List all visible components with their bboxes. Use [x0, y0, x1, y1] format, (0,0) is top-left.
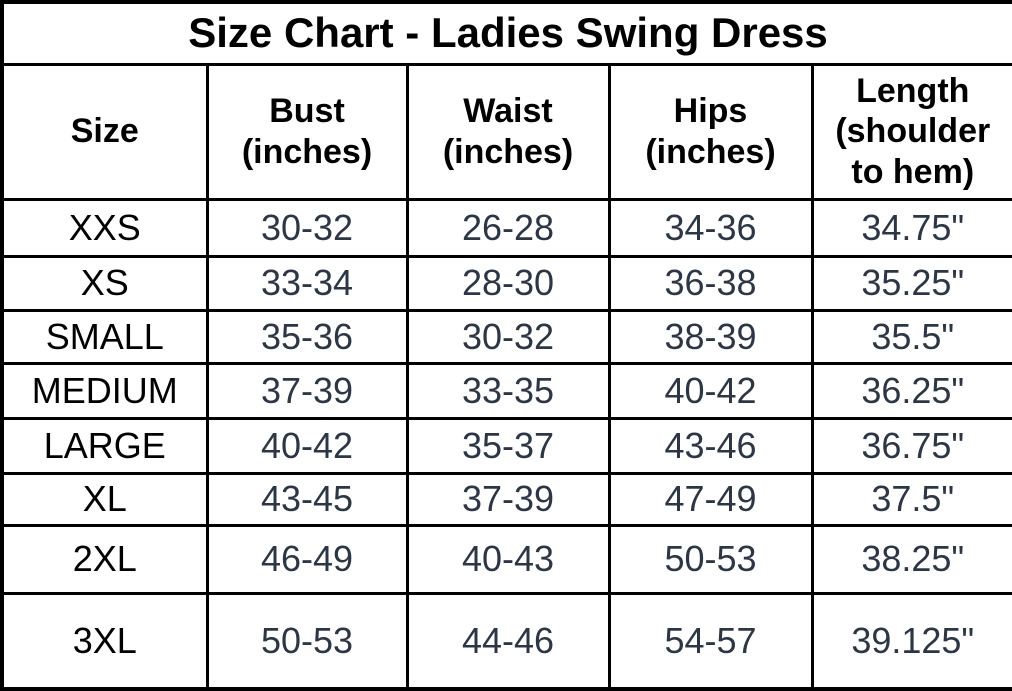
size-cell: SMALL [0, 308, 209, 365]
waist-cell: 35-37 [405, 416, 611, 475]
table-row: MEDIUM 37-39 33-35 40-42 36.25" [0, 361, 1012, 420]
table-row: 2XL 46-49 40-43 50-53 38.25" [0, 523, 1012, 595]
size-cell: 3XL [0, 591, 209, 691]
length-cell: 38.25" [810, 523, 1012, 595]
length-cell: 37.5" [810, 471, 1012, 527]
waist-cell: 28-30 [405, 254, 611, 312]
size-cell: XS [0, 254, 209, 312]
hips-cell: 38-39 [607, 308, 814, 365]
waist-cell: 30-32 [405, 308, 611, 365]
title-row: Size Chart - Ladies Swing Dress [0, 0, 1012, 66]
hips-cell: 54-57 [607, 591, 814, 691]
table-row: 3XL 50-53 44-46 54-57 39.125" [0, 591, 1012, 691]
bust-cell: 50-53 [205, 591, 409, 691]
size-cell: LARGE [0, 416, 209, 475]
length-cell: 35.5" [810, 308, 1012, 365]
length-cell: 34.75" [810, 197, 1012, 258]
hips-cell: 50-53 [607, 523, 814, 595]
column-header-hips: Hips (inches) [607, 62, 814, 201]
length-cell: 39.125" [810, 591, 1012, 691]
hips-cell: 43-46 [607, 416, 814, 475]
bust-cell: 37-39 [205, 361, 409, 420]
waist-cell: 33-35 [405, 361, 611, 420]
waist-cell: 40-43 [405, 523, 611, 595]
header-row: Size Bust (inches) Waist (inches) Hips (… [0, 62, 1012, 201]
table-row: XS 33-34 28-30 36-38 35.25" [0, 254, 1012, 312]
hips-cell: 34-36 [607, 197, 814, 258]
bust-cell: 46-49 [205, 523, 409, 595]
table-row: XL 43-45 37-39 47-49 37.5" [0, 471, 1012, 527]
size-cell: XXS [0, 197, 209, 258]
length-cell: 36.75" [810, 416, 1012, 475]
bust-cell: 33-34 [205, 254, 409, 312]
bust-cell: 43-45 [205, 471, 409, 527]
table-title: Size Chart - Ladies Swing Dress [0, 0, 1012, 66]
size-cell: XL [0, 471, 209, 527]
waist-cell: 26-28 [405, 197, 611, 258]
size-cell: 2XL [0, 523, 209, 595]
waist-cell: 44-46 [405, 591, 611, 691]
table-row: XXS 30-32 26-28 34-36 34.75" [0, 197, 1012, 258]
bust-cell: 35-36 [205, 308, 409, 365]
table-row: SMALL 35-36 30-32 38-39 35.5" [0, 308, 1012, 365]
bust-cell: 30-32 [205, 197, 409, 258]
size-cell: MEDIUM [0, 361, 209, 420]
hips-cell: 40-42 [607, 361, 814, 420]
waist-cell: 37-39 [405, 471, 611, 527]
column-header-length: Length (shoulder to hem) [810, 62, 1012, 201]
column-header-bust: Bust (inches) [205, 62, 409, 201]
length-cell: 35.25" [810, 254, 1012, 312]
length-cell: 36.25" [810, 361, 1012, 420]
hips-cell: 47-49 [607, 471, 814, 527]
hips-cell: 36-38 [607, 254, 814, 312]
table-row: LARGE 40-42 35-37 43-46 36.75" [0, 416, 1012, 475]
bust-cell: 40-42 [205, 416, 409, 475]
column-header-size: Size [0, 62, 209, 201]
column-header-waist: Waist (inches) [405, 62, 611, 201]
